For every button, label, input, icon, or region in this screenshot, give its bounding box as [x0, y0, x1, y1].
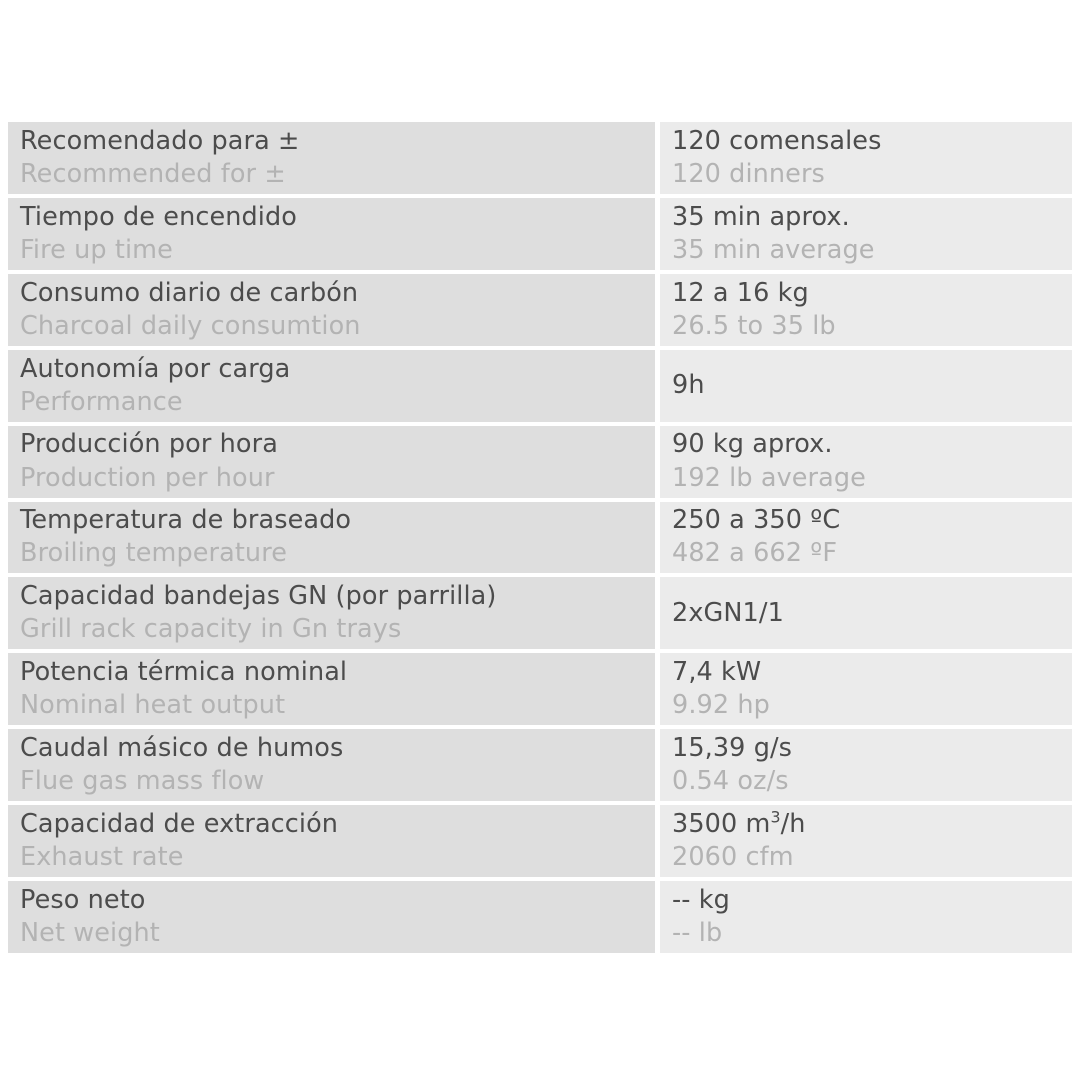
- column-separator: [655, 729, 660, 802]
- spec-label-cell: Temperatura de braseado Broiling temperat…: [8, 501, 655, 574]
- spec-label-en: Exhaust rate: [20, 842, 184, 873]
- spec-label-en: Recommended for ±: [20, 158, 286, 189]
- spec-label-es: Autonomía por carga: [20, 353, 291, 384]
- spec-value-primary: 12 a 16 kg: [672, 277, 809, 308]
- column-separator: [655, 197, 660, 270]
- spec-row: Consumo diario de carbón Charcoal daily c…: [8, 273, 1072, 346]
- spec-value-secondary: 35 min average: [672, 234, 875, 265]
- spec-row: Tiempo de encendido Fire up time 35 min ap…: [8, 197, 1072, 270]
- spec-label-es: Consumo diario de carbón: [20, 277, 359, 308]
- spec-label-en: Net weight: [20, 918, 160, 949]
- spec-value-cell: 12 a 16 kg 26.5 to 35 lb: [660, 273, 1072, 346]
- spec-row: Capacidad bandejas GN (por parrilla) Gril…: [8, 577, 1072, 650]
- spec-label-en: Performance: [20, 386, 183, 417]
- spec-row: Producción por hora Production per hour 90…: [8, 425, 1072, 498]
- column-separator: [655, 501, 660, 574]
- column-separator: [655, 349, 660, 422]
- spec-value-primary: 90 kg aprox.: [672, 429, 833, 460]
- spec-label-es: Capacidad de extracción: [20, 808, 339, 839]
- spec-value-cell: 7,4 kW 9.92 hp: [660, 653, 1072, 726]
- spec-row: Caudal másico de humos Flue gas mass flow…: [8, 729, 1072, 802]
- spec-value-cell: 15,39 g/s 0.54 oz/s: [660, 729, 1072, 802]
- spec-value-primary: 120 comensales: [672, 125, 882, 156]
- spec-value-secondary: 26.5 to 35 lb: [672, 310, 836, 341]
- spec-label-en: Charcoal daily consumtion: [20, 310, 361, 341]
- spec-label-es: Producción por hora: [20, 429, 278, 460]
- spec-label-cell: Caudal másico de humos Flue gas mass flow: [8, 729, 655, 802]
- spec-label-es: Temperatura de braseado: [20, 505, 352, 536]
- spec-value-cell: 90 kg aprox. 192 lb average: [660, 425, 1072, 498]
- spec-value-cell: 2xGN1/1: [660, 577, 1072, 650]
- spec-value-primary: 9h: [672, 370, 705, 401]
- spec-label-cell: Peso neto Net weight: [8, 881, 655, 953]
- spec-value-secondary: -- lb: [672, 918, 723, 949]
- spec-value-cell: 250 a 350 ºC 482 a 662 ºF: [660, 501, 1072, 574]
- column-separator: [655, 122, 660, 194]
- spec-label-cell: Producción por hora Production per hour: [8, 425, 655, 498]
- spec-row: Recomendado para ± Recommended for ±120 c…: [8, 122, 1072, 194]
- specifications-table: Recomendado para ± Recommended for ±120 c…: [8, 122, 1072, 953]
- spec-label-en: Nominal heat output: [20, 690, 286, 721]
- column-separator: [655, 653, 660, 726]
- spec-row: Temperatura de braseado Broiling temperat…: [8, 501, 1072, 574]
- spec-value-primary: 15,39 g/s: [672, 733, 793, 764]
- spec-value-cell: -- kg -- lb: [660, 881, 1072, 953]
- spec-value-cell: 9h: [660, 349, 1072, 422]
- spec-label-en: Grill rack capacity in Gn trays: [20, 614, 402, 645]
- spec-label-es: Recomendado para ±: [20, 125, 300, 156]
- spec-value-secondary: 9.92 hp: [672, 690, 770, 721]
- spec-label-es: Potencia térmica nominal: [20, 657, 348, 688]
- spec-label-es: Tiempo de encendido: [20, 201, 297, 232]
- spec-value-secondary: 192 lb average: [672, 462, 866, 493]
- spec-row: Capacidad de extracción Exhaust rate 3500 …: [8, 805, 1072, 878]
- spec-value-primary: 250 a 350 ºC: [672, 505, 841, 536]
- spec-value-secondary: 482 a 662 ºF: [672, 538, 838, 569]
- spec-label-cell: Capacidad bandejas GN (por parrilla) Gril…: [8, 577, 655, 650]
- spec-label-cell: Recomendado para ± Recommended for ±: [8, 122, 655, 194]
- spec-row: Autonomía por carga Performance 9h: [8, 349, 1072, 422]
- spec-label-cell: Tiempo de encendido Fire up time: [8, 197, 655, 270]
- spec-value-cell: 120 comensales 120 dinners: [660, 122, 1072, 194]
- spec-label-cell: Autonomía por carga Performance: [8, 349, 655, 422]
- spec-label-en: Production per hour: [20, 462, 275, 493]
- spec-label-es: Capacidad bandejas GN (por parrilla): [20, 581, 497, 612]
- spec-label-en: Fire up time: [20, 234, 173, 265]
- spec-value-primary: 2xGN1/1: [672, 597, 784, 628]
- column-separator: [655, 425, 660, 498]
- spec-label-es: Caudal másico de humos: [20, 733, 344, 764]
- spec-label-cell: Potencia térmica nominal Nominal heat out…: [8, 653, 655, 726]
- spec-value-secondary: 0.54 oz/s: [672, 766, 789, 797]
- spec-label-en: Flue gas mass flow: [20, 766, 265, 797]
- spec-label-en: Broiling temperature: [20, 538, 288, 569]
- spec-row: Potencia térmica nominal Nominal heat out…: [8, 653, 1072, 726]
- spec-value-secondary: 120 dinners: [672, 158, 825, 189]
- column-separator: [655, 881, 660, 953]
- spec-label-cell: Capacidad de extracción Exhaust rate: [8, 805, 655, 878]
- column-separator: [655, 273, 660, 346]
- spec-value-primary: 7,4 kW: [672, 657, 762, 688]
- spec-value-secondary: 2060 cfm: [672, 842, 794, 873]
- spec-row: Peso neto Net weight -- kg -- lb: [8, 881, 1072, 953]
- spec-value-primary: -- kg: [672, 884, 730, 915]
- spec-value-primary: 35 min aprox.: [672, 201, 850, 232]
- spec-label-cell: Consumo diario de carbón Charcoal daily c…: [8, 273, 655, 346]
- spec-value-cell: 3500 m3/h 2060 cfm: [660, 805, 1072, 878]
- spec-value-cell: 35 min aprox. 35 min average: [660, 197, 1072, 270]
- spec-label-es: Peso neto: [20, 884, 146, 915]
- spec-value-primary: 3500 m3/h: [672, 807, 806, 839]
- column-separator: [655, 805, 660, 878]
- column-separator: [655, 577, 660, 650]
